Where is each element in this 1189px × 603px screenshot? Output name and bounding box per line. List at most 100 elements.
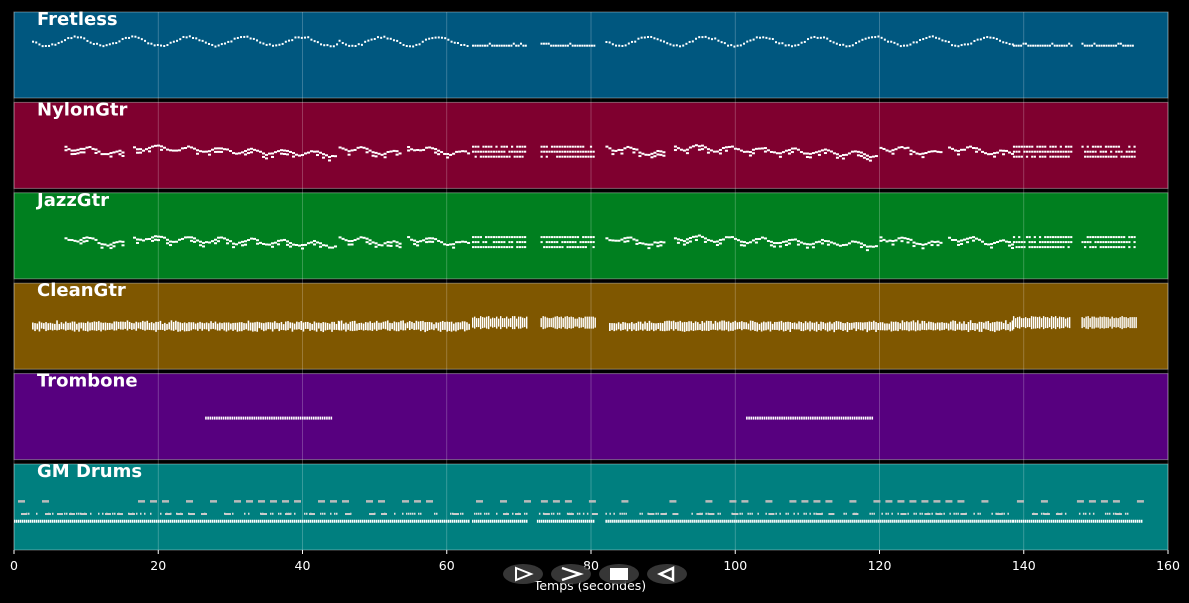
note [1064, 145, 1068, 148]
stop-button[interactable] [599, 564, 639, 584]
note [501, 318, 504, 328]
note [234, 519, 236, 523]
note [280, 239, 284, 242]
note [799, 519, 801, 523]
note [727, 145, 731, 148]
track-notes [64, 144, 1136, 162]
note [845, 416, 847, 420]
note [1027, 44, 1030, 47]
note [1113, 318, 1115, 328]
note [894, 148, 898, 151]
note [1123, 317, 1125, 329]
note [342, 323, 345, 330]
note [267, 322, 270, 330]
note [977, 512, 979, 515]
note [410, 238, 414, 241]
note [413, 149, 417, 152]
note [871, 416, 874, 420]
note [1040, 519, 1043, 523]
note [69, 322, 72, 330]
note [284, 416, 286, 420]
rewind-button[interactable] [647, 564, 687, 584]
note [556, 512, 559, 515]
note [550, 512, 553, 515]
note [985, 519, 987, 523]
note [1015, 246, 1018, 249]
note [874, 155, 878, 158]
fast-forward-button[interactable] [551, 564, 591, 584]
note [307, 36, 310, 39]
note [729, 500, 737, 503]
note [569, 42, 572, 45]
note [491, 44, 494, 47]
note [813, 500, 821, 503]
note [912, 245, 916, 248]
note [146, 519, 148, 523]
note [1046, 44, 1049, 47]
note [1046, 236, 1049, 239]
note [653, 323, 655, 332]
note [558, 145, 561, 148]
note [347, 240, 351, 243]
note [376, 36, 379, 39]
note [757, 147, 761, 150]
note [1128, 155, 1131, 158]
note [691, 145, 695, 148]
note [437, 153, 441, 156]
note [694, 144, 698, 147]
note [552, 500, 560, 503]
note [1086, 236, 1089, 239]
note [963, 238, 967, 241]
note [102, 512, 104, 515]
note [169, 41, 172, 44]
note [992, 36, 995, 39]
note [1127, 318, 1129, 328]
note [579, 145, 582, 148]
note [333, 321, 336, 330]
note [274, 321, 276, 330]
note [548, 318, 550, 328]
note [98, 519, 100, 523]
note [428, 146, 432, 149]
note [885, 500, 893, 503]
note [521, 155, 524, 158]
note [719, 512, 721, 515]
note [416, 149, 420, 152]
note [574, 44, 577, 47]
note [772, 151, 776, 154]
note [281, 42, 284, 45]
note [625, 519, 627, 523]
note [717, 512, 719, 515]
play-button[interactable] [503, 564, 543, 584]
note [246, 500, 253, 503]
note [313, 150, 317, 153]
note [1107, 246, 1110, 249]
note [20, 519, 22, 523]
note [84, 322, 87, 331]
note [1036, 145, 1039, 148]
note [1020, 246, 1023, 249]
note [272, 44, 275, 47]
note [104, 322, 107, 331]
note [572, 317, 574, 329]
note [558, 150, 561, 153]
note [1025, 236, 1029, 239]
note [795, 519, 797, 523]
note [775, 242, 779, 245]
note [1102, 519, 1105, 523]
note [354, 519, 356, 523]
note [21, 513, 27, 516]
note [144, 321, 146, 331]
note [203, 323, 206, 330]
note [1058, 519, 1061, 523]
note [315, 322, 318, 332]
note [793, 322, 796, 330]
note [900, 513, 907, 516]
note [553, 241, 556, 244]
note [688, 146, 692, 149]
note [46, 519, 48, 523]
note [576, 236, 580, 239]
note [365, 147, 369, 150]
note [818, 416, 821, 420]
note [202, 241, 206, 244]
